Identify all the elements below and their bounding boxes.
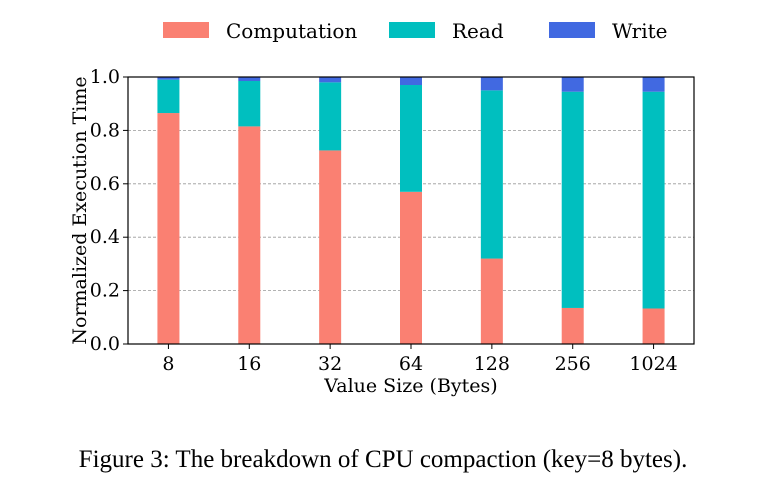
bar-read-256 xyxy=(561,91,584,308)
y-axis-title: Normalized Execution Time xyxy=(69,76,91,344)
bar-computation-32 xyxy=(319,150,342,344)
x-tick-label: 16 xyxy=(237,353,261,375)
bar-computation-256 xyxy=(561,307,584,344)
bar-write-128 xyxy=(480,77,503,91)
legend-label-computation: Computation xyxy=(226,19,357,43)
bar-computation-64 xyxy=(400,191,422,344)
bar-computation-8 xyxy=(157,113,180,344)
y-tick-label: 1.0 xyxy=(90,66,120,88)
x-axis-ticks: 8 16 32 64 128 256 1024 xyxy=(162,344,678,375)
x-tick-label: 32 xyxy=(318,353,342,375)
x-tick-label: 256 xyxy=(555,353,591,375)
bar-read-64 xyxy=(400,85,422,192)
y-tick-label: 0.0 xyxy=(90,333,120,355)
bar-write-16 xyxy=(238,77,261,82)
bar-read-32 xyxy=(319,82,342,151)
bars-group xyxy=(157,77,665,345)
y-tick-label: 0.2 xyxy=(90,280,120,302)
bar-read-8 xyxy=(157,79,180,114)
legend-swatch-read xyxy=(389,22,435,38)
bar-read-1024 xyxy=(642,91,665,309)
figure-caption: Figure 3: The breakdown of CPU compactio… xyxy=(78,446,688,473)
bar-read-16 xyxy=(238,81,261,127)
y-axis-ticks: 0.0 0.2 0.4 0.6 0.8 1.0 xyxy=(90,66,128,355)
x-tick-label: 1024 xyxy=(629,353,677,375)
bar-computation-128 xyxy=(480,258,503,344)
x-tick-label: 128 xyxy=(474,353,510,375)
bar-write-8 xyxy=(157,77,180,80)
bar-write-1024 xyxy=(642,77,665,92)
legend: Computation Read Write xyxy=(163,19,668,43)
y-tick-label: 0.8 xyxy=(90,119,120,141)
legend-label-write: Write xyxy=(612,19,668,43)
legend-swatch-write xyxy=(549,22,595,38)
bar-computation-1024 xyxy=(642,308,665,344)
legend-label-read: Read xyxy=(452,19,504,43)
stacked-bar-chart: Computation Read Write 0.00.20.40.60.81.0 … xyxy=(69,19,695,397)
bar-write-64 xyxy=(400,77,422,86)
legend-swatch-computation xyxy=(163,22,209,38)
x-tick-label: 8 xyxy=(162,353,174,375)
y-tick-label: 0.6 xyxy=(90,173,120,195)
bar-write-256 xyxy=(561,77,584,92)
x-tick-label: 64 xyxy=(399,353,423,375)
x-axis-title: Value Size (Bytes) xyxy=(323,375,497,397)
bar-computation-16 xyxy=(238,126,261,345)
bar-read-128 xyxy=(480,90,503,259)
bar-write-32 xyxy=(319,77,342,83)
y-tick-label: 0.4 xyxy=(90,226,120,248)
